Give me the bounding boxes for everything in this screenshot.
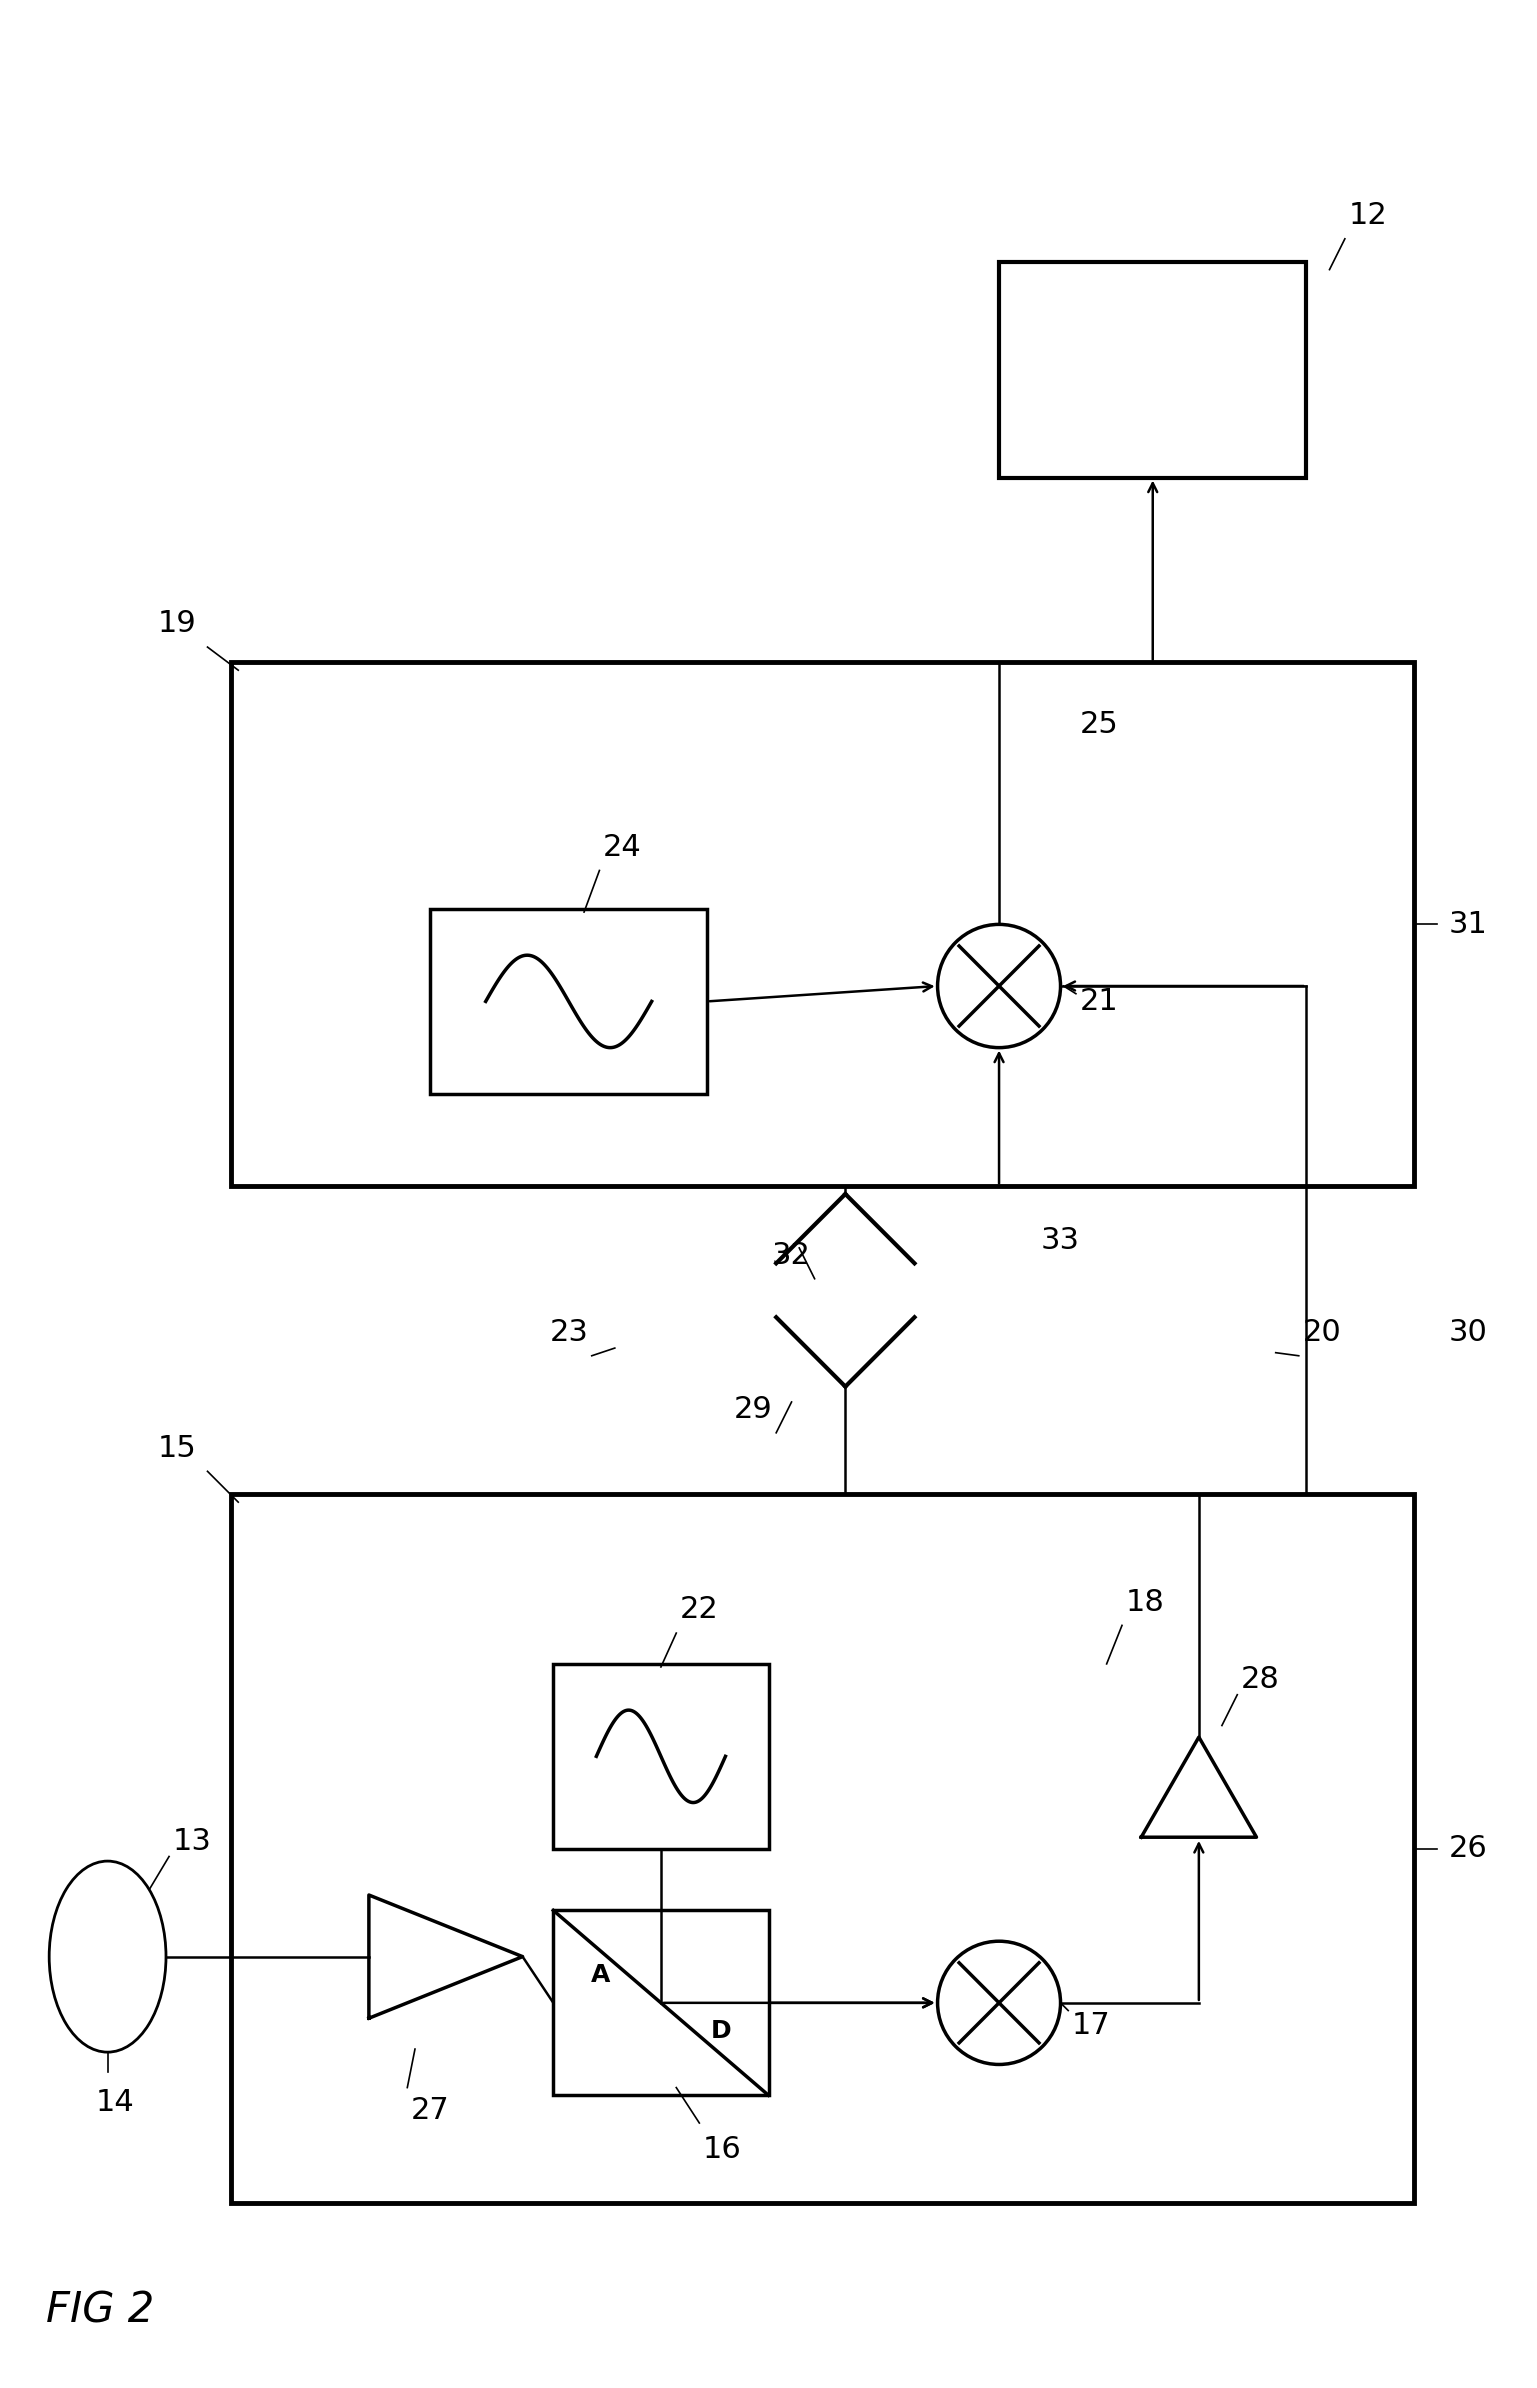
Text: D: D bbox=[710, 2018, 732, 2042]
Text: 22: 22 bbox=[679, 1595, 719, 1624]
Text: 14: 14 bbox=[95, 2090, 135, 2118]
Text: 32: 32 bbox=[772, 1242, 812, 1270]
Text: 23: 23 bbox=[549, 1318, 589, 1347]
Text: 24: 24 bbox=[603, 833, 642, 862]
Text: 33: 33 bbox=[1041, 1225, 1081, 1254]
Text: 31: 31 bbox=[1448, 910, 1488, 938]
Text: 19: 19 bbox=[157, 609, 197, 638]
Bar bbox=[553, 1910, 768, 2094]
Circle shape bbox=[938, 924, 1061, 1048]
Circle shape bbox=[938, 1941, 1061, 2066]
Text: 15: 15 bbox=[157, 1433, 197, 1464]
Text: 30: 30 bbox=[1448, 1318, 1488, 1347]
Text: 13: 13 bbox=[172, 1827, 212, 1855]
Ellipse shape bbox=[49, 1860, 166, 2051]
Text: A: A bbox=[590, 1963, 610, 1987]
Bar bbox=[231, 661, 1414, 1187]
Bar bbox=[430, 910, 707, 1094]
Text: 26: 26 bbox=[1448, 1834, 1488, 1863]
Text: 12: 12 bbox=[1348, 201, 1388, 229]
Text: 28: 28 bbox=[1240, 1664, 1280, 1693]
Text: FIG 2: FIG 2 bbox=[46, 2290, 154, 2333]
Bar bbox=[231, 1495, 1414, 2204]
Text: 20: 20 bbox=[1302, 1318, 1342, 1347]
Text: 29: 29 bbox=[733, 1395, 773, 1423]
Bar bbox=[553, 1664, 768, 1848]
Text: 18: 18 bbox=[1125, 1588, 1165, 1617]
Text: 27: 27 bbox=[410, 2097, 450, 2125]
Text: 16: 16 bbox=[702, 2135, 742, 2164]
Text: 25: 25 bbox=[1079, 709, 1119, 738]
Text: 21: 21 bbox=[1079, 986, 1119, 1015]
Bar bbox=[999, 263, 1306, 478]
Polygon shape bbox=[1142, 1736, 1257, 1836]
Text: 17: 17 bbox=[1071, 2011, 1111, 2039]
